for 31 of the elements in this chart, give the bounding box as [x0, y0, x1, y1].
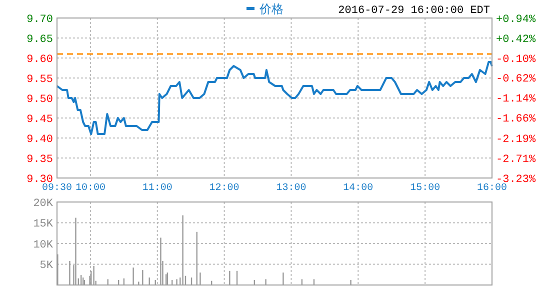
y-tick-label: 15K — [33, 218, 54, 231]
y-tick-label: 10K — [33, 239, 54, 252]
y-tick-label: 9.70 — [26, 14, 53, 26]
y2-tick-label: -2.19% — [496, 134, 536, 146]
y2-tick-label: -1.66% — [496, 114, 536, 126]
y-tick-label: 9.50 — [26, 94, 53, 106]
y2-tick-label: -1.14% — [496, 94, 536, 106]
legend-label: 价格 — [258, 2, 284, 16]
y2-tick-label: +0.42% — [496, 34, 536, 46]
y-tick-label: 9.45 — [26, 114, 53, 126]
x-tick-label: 13:00 — [276, 183, 306, 194]
y-tick-label: 9.35 — [26, 154, 53, 166]
line-series — [56, 61, 493, 135]
y-tick-label: 20K — [33, 198, 54, 210]
x-tick-label: 10:00 — [75, 183, 106, 194]
y-tick-label: 5K — [40, 260, 54, 272]
x-tick-label: 16:00 — [476, 183, 508, 194]
x-tick-label: 09:30 — [42, 183, 72, 194]
x-tick-label: 12:00 — [209, 183, 240, 194]
x-tick-label: 15:00 — [410, 183, 440, 194]
y-tick-label: 9.65 — [26, 34, 53, 46]
x-tick-label: 11:00 — [142, 183, 172, 194]
y2-tick-label: +0.94% — [496, 14, 536, 26]
y2-tick-label: -0.62% — [496, 74, 536, 86]
y-tick-label: 9.55 — [26, 74, 53, 86]
y2-tick-label: -2.71% — [496, 154, 536, 166]
y-tick-label: 9.60 — [26, 54, 53, 66]
y2-tick-label: -0.10% — [496, 54, 536, 66]
y-tick-label: 9.40 — [26, 134, 53, 146]
chart-subtitle: 2016-07-29 16:00:00 EDT — [338, 5, 490, 17]
x-tick-label: 14:00 — [343, 183, 374, 194]
